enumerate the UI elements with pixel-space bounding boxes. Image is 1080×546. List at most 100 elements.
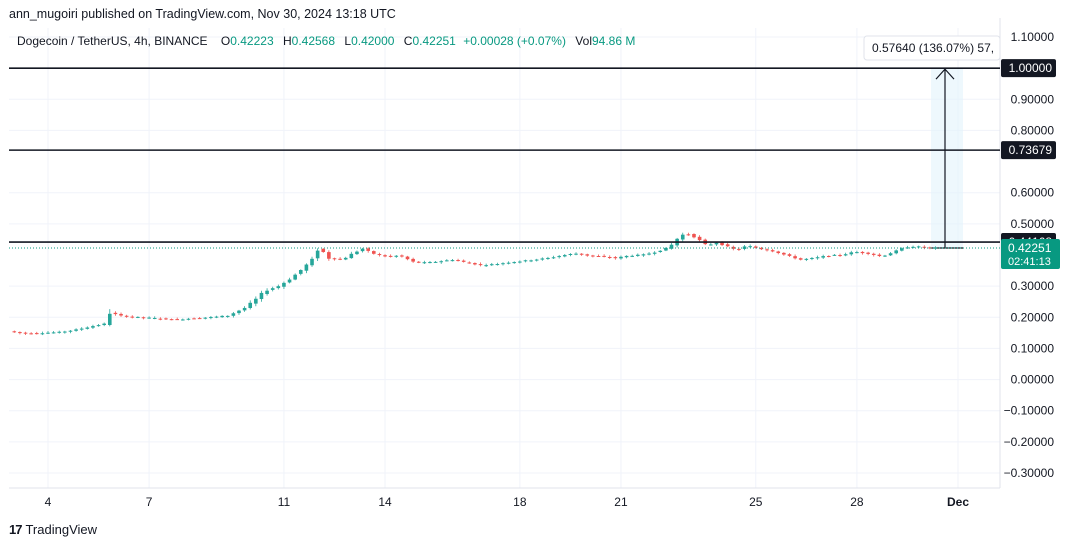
measure-range-fill: [931, 68, 963, 248]
candle-body: [506, 262, 511, 264]
candle-body: [400, 255, 404, 257]
candle-body: [242, 307, 247, 311]
candle-body: [63, 331, 67, 333]
candle-body: [551, 257, 556, 259]
candle-body: [770, 250, 775, 252]
candle-body: [439, 261, 444, 263]
candle-body: [810, 258, 814, 260]
candle-body: [709, 244, 713, 246]
candle-body: [377, 254, 382, 256]
candle-body: [501, 263, 505, 265]
candle-body: [619, 256, 623, 259]
candle-body: [894, 250, 899, 254]
candle-body: [293, 274, 297, 280]
candle-body: [422, 262, 427, 264]
horizontal-levels[interactable]: [9, 67, 1000, 243]
candle-body: [405, 256, 410, 260]
candle-body: [270, 288, 275, 290]
candle-body: [922, 246, 927, 248]
candle-body: [658, 250, 663, 253]
candle-body: [197, 318, 202, 320]
candle-body: [40, 333, 45, 335]
measure-tool[interactable]: [931, 68, 963, 249]
measure-label: 0.57640 (136.07%) 57,: [872, 41, 994, 55]
candle-body: [169, 319, 174, 321]
legend: Dogecoin / TetherUS, 4h, BINANCE O0.4222…: [17, 34, 635, 48]
time-tick-label: 28: [850, 495, 864, 509]
candle-body: [473, 263, 477, 265]
price-tick-label: −0.20000: [1004, 435, 1055, 449]
candle-body: [602, 255, 606, 257]
candle-body: [456, 260, 460, 262]
price-tick-label: 0.20000: [1011, 310, 1055, 324]
candle-body: [23, 332, 28, 334]
candle-body: [192, 318, 196, 320]
candle-body: [265, 290, 269, 295]
legend-low-value: 0.42000: [351, 34, 395, 48]
candle-body: [843, 254, 848, 256]
legend-close-label: C: [404, 34, 413, 48]
candle-body: [540, 258, 545, 260]
candle-body: [613, 257, 618, 259]
candle-body: [343, 257, 348, 260]
candle-body: [871, 253, 876, 255]
candle-body: [686, 234, 691, 236]
candle-body: [793, 256, 797, 259]
candle-body: [428, 262, 432, 264]
tradingview-logo-text: TradingView: [25, 522, 98, 537]
candle-body: [74, 329, 78, 331]
time-tick-label: 25: [749, 495, 763, 509]
candle-body: [282, 282, 286, 287]
price-tick-label: 0.10000: [1011, 341, 1055, 355]
legend-vol-label: Vol: [575, 34, 592, 48]
candle-body: [585, 254, 590, 256]
time-tick-label: 18: [513, 495, 527, 509]
time-tick-label: 4: [45, 495, 52, 509]
level-price-badge: [1001, 59, 1056, 78]
candle-body: [388, 255, 393, 257]
candle-body: [916, 246, 921, 248]
tradingview-logo[interactable]: 17 TradingView: [9, 522, 97, 537]
candle-body: [607, 257, 612, 259]
candle-body: [692, 234, 696, 238]
candle-body: [209, 317, 213, 319]
candle-body: [57, 331, 62, 333]
candle-body: [124, 315, 129, 317]
level-price-badge-label: 0.73679: [1009, 143, 1053, 157]
candle-body: [478, 264, 483, 266]
candle-body: [102, 323, 106, 326]
price-axis[interactable]: 1.10000 0.90000 0.80000 0.60000 0.50000 0.300…: [1001, 30, 1060, 480]
bar-countdown-label: 02:41:13: [1008, 256, 1051, 268]
candle-body: [175, 319, 179, 321]
legend-close-value: 0.42251: [412, 34, 456, 48]
candle-body: [798, 258, 803, 260]
candle-body: [680, 234, 685, 240]
candle-body: [298, 270, 303, 274]
candle-body: [327, 252, 331, 259]
candle-body: [158, 318, 163, 320]
candle-body: [467, 262, 472, 264]
candle-body: [259, 292, 264, 300]
candle-body: [107, 313, 112, 325]
candle-body: [366, 248, 370, 251]
candle-body: [574, 253, 578, 255]
candle-body: [141, 317, 146, 319]
candle-body: [765, 249, 769, 251]
candle-body: [815, 257, 820, 259]
candle-body: [518, 261, 522, 263]
time-axis[interactable]: 4 7 11 14 18 21 25 28 Dec: [45, 495, 970, 509]
price-tick-label: 0.50000: [1011, 217, 1055, 231]
price-tick-label: 0.80000: [1011, 123, 1055, 137]
candle-body: [641, 254, 646, 256]
candle-body: [669, 244, 674, 249]
time-tick-label: 11: [278, 495, 291, 509]
legend-open-label: O: [221, 34, 230, 48]
candle-body: [46, 332, 50, 334]
candle-body: [748, 246, 752, 248]
svg-text:Dogecoin / TetherUS, 4h, BINAN: Dogecoin / TetherUS, 4h, BINANCE O0.4222…: [17, 34, 635, 48]
price-tick-label: 0.60000: [1011, 186, 1055, 200]
candle-body: [596, 256, 601, 258]
candle-body: [136, 316, 140, 318]
candle-body: [489, 264, 494, 266]
